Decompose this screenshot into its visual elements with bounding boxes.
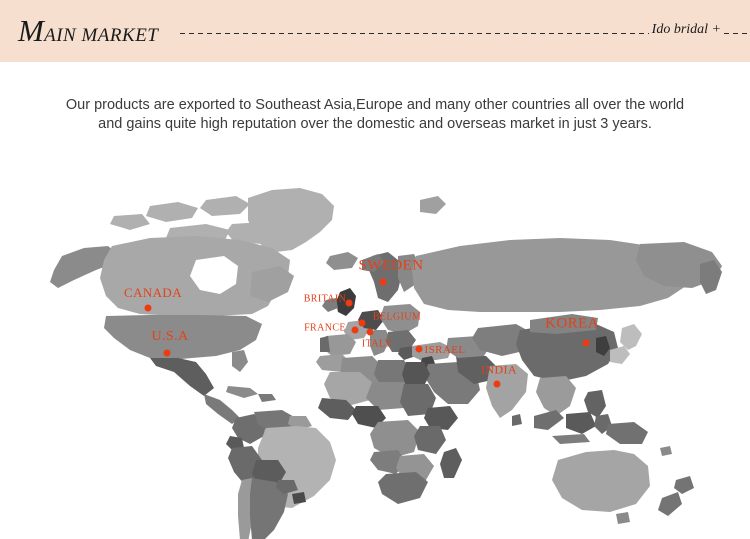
intro-paragraph: Our products are exported to Southeast A…	[0, 96, 750, 134]
landmass-japan	[620, 324, 642, 350]
market-dot-france	[351, 326, 359, 334]
landmass-pacific-islands	[660, 446, 672, 456]
market-label-israel: ISRAEL	[424, 344, 466, 356]
page-title-initial: M	[18, 12, 45, 48]
world-map-container: CANADA U.S.A SWEDEN BRITAIN BELGIUM FRANCE ITA…	[0, 160, 750, 539]
landmass-norway-coast	[362, 254, 384, 272]
header-divider-right	[724, 32, 750, 34]
landmass-canada-east	[250, 266, 294, 302]
landmass-new-zealand-south	[658, 492, 682, 516]
market-dot-sweden	[379, 278, 387, 286]
landmass-svalbard	[420, 196, 446, 214]
map-landmasses	[50, 188, 722, 539]
landmass-paraguay	[276, 480, 298, 494]
market-label-italy: ITALY	[361, 338, 393, 350]
landmass-mexico	[150, 358, 214, 396]
market-label-u-s-a: U.S.A	[151, 329, 189, 344]
landmass-mongolia	[530, 314, 598, 334]
landmass-libya	[374, 360, 412, 388]
intro-line-2: and gains quite high reputation over the…	[98, 116, 652, 133]
market-label-belgium: BELGIUM	[372, 311, 422, 323]
landmass-spain	[322, 334, 356, 356]
landmass-kamchatka	[700, 260, 722, 294]
landmass-kenya-tanzania	[414, 426, 446, 454]
landmass-madagascar	[440, 448, 462, 478]
landmass-caribbean-cuba	[226, 386, 258, 398]
landmass-new-zealand-north	[674, 476, 694, 494]
market-dot-britain	[345, 299, 353, 307]
market-dot-india	[493, 380, 501, 388]
market-label-britain: BRITAIN	[303, 293, 347, 305]
landmass-venezuela	[254, 410, 296, 432]
header-divider-left	[180, 32, 649, 34]
landmass-hudson-bay	[190, 256, 238, 294]
market-dot-canada	[144, 304, 152, 312]
market-label-canada: CANADA	[123, 285, 183, 300]
landmass-usa-florida	[232, 350, 248, 372]
landmass-poland-east-europe	[380, 304, 420, 334]
landmass-greece	[398, 346, 416, 360]
market-dot-u-s-a	[163, 349, 171, 357]
market-label-india: INDIA	[481, 362, 517, 377]
landmass-sumatra	[534, 410, 564, 430]
landmass-chile	[238, 478, 254, 539]
landmass-china	[516, 324, 618, 382]
landmass-south-africa	[378, 472, 428, 504]
landmass-central-america	[204, 394, 240, 424]
market-dot-belgium	[358, 319, 366, 327]
landmass-philippines	[584, 390, 606, 418]
landmass-egypt	[402, 362, 430, 386]
landmass-borneo	[566, 412, 596, 434]
market-marker-layer: CANADA U.S.A SWEDEN BRITAIN BELGIUM FRANCE ITA…	[0, 160, 750, 539]
market-dot-korea	[582, 339, 590, 347]
landmass-portugal	[320, 336, 330, 352]
landmass-arctic-island-a	[146, 202, 198, 222]
page-title-rest: AIN MARKET	[44, 24, 159, 46]
market-dot-italy	[366, 328, 374, 336]
landmass-ethiopia	[424, 406, 458, 430]
landmass-papua-new-guinea	[606, 422, 648, 444]
landmass-caribbean-hispaniola	[258, 394, 276, 402]
landmass-balkans	[386, 330, 416, 352]
landmass-sahara-mali	[324, 372, 374, 406]
header-content: MAIN MARKET Ido bridal +	[18, 0, 750, 62]
landmass-iceland	[326, 252, 358, 270]
landmass-tasmania	[616, 512, 630, 524]
landmass-uruguay	[292, 492, 306, 504]
landmass-arctic-island-b	[200, 196, 250, 216]
landmass-india	[486, 364, 528, 418]
market-label-france: FRANCE	[304, 322, 346, 334]
page-header: MAIN MARKET Ido bridal +	[0, 0, 750, 62]
landmass-iran	[456, 356, 496, 384]
landmass-alaska	[50, 246, 118, 288]
intro-line-1: Our products are exported to Southeast A…	[65, 97, 685, 113]
landmass-arctic-island-e	[110, 214, 150, 230]
landmass-korea	[596, 336, 610, 356]
market-label-sweden: SWEDEN	[358, 257, 424, 274]
page-title: MAIN MARKET	[18, 15, 158, 48]
landmass-japan-south	[610, 346, 630, 364]
landmass-sri-lanka	[512, 414, 522, 426]
landmass-indochina	[536, 376, 576, 416]
landmass-ecuador	[226, 436, 244, 450]
landmass-ireland	[322, 298, 338, 312]
landmass-argentina	[250, 478, 288, 539]
landmass-arctic-island-d	[226, 222, 274, 244]
landmass-australia	[552, 450, 650, 512]
landmass-usa	[104, 315, 262, 360]
landmass-nigeria	[352, 406, 386, 428]
market-label-korea: KOREA	[545, 315, 599, 332]
landmass-italy	[370, 330, 390, 356]
market-dot-israel	[415, 345, 423, 353]
landmass-java	[552, 434, 590, 444]
landmass-west-africa-coast	[318, 398, 356, 420]
landmass-sudan	[400, 384, 436, 416]
landmass-congo	[370, 420, 420, 458]
world-map-graphic	[0, 160, 750, 539]
landmass-niger-chad	[366, 382, 412, 410]
landmass-russia	[412, 238, 690, 312]
brand-label: Ido bridal +	[651, 22, 721, 37]
